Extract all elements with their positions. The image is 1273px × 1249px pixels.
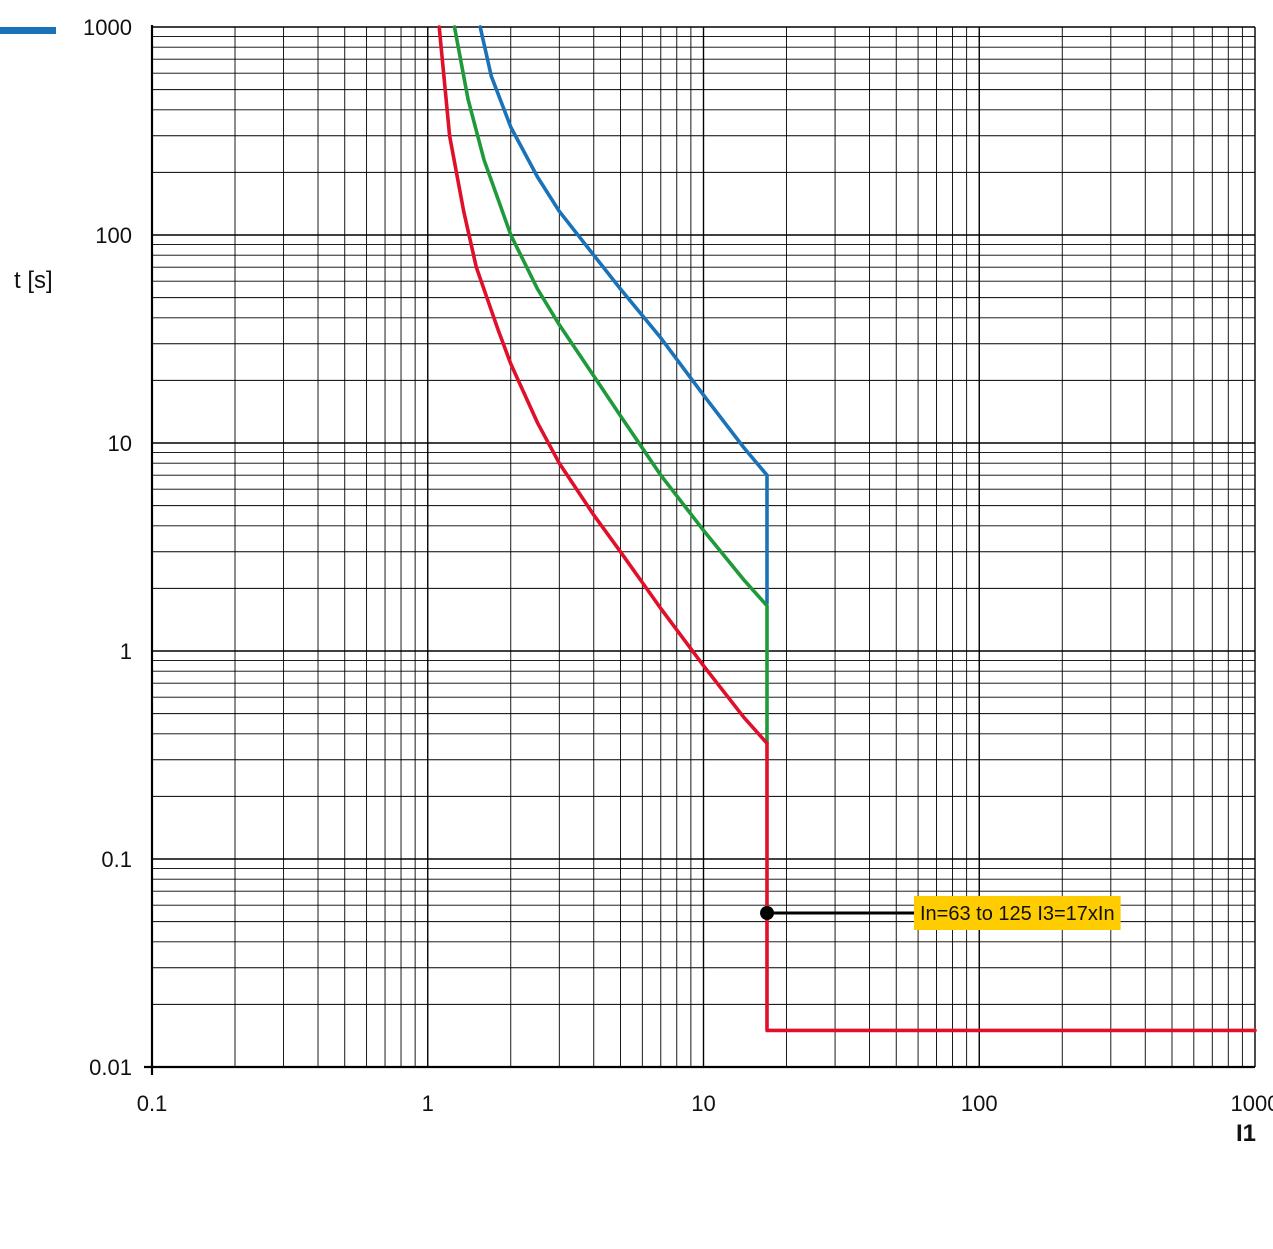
y-tick-label: 0.01 — [89, 1055, 132, 1080]
x-tick-label: 0.1 — [137, 1091, 168, 1116]
y-axis-title: t [s] — [14, 267, 53, 294]
series-line-2 — [437, 25, 1257, 1033]
annotation-layer: In=63 to 125 I3=17xIn — [760, 896, 1121, 931]
y-tick-label: 0.1 — [101, 847, 132, 872]
annotation-label: In=63 to 125 I3=17xIn — [920, 903, 1115, 925]
annotation-box — [914, 896, 1121, 931]
y-tick-label: 10 — [108, 431, 132, 456]
y-tick-label: 1 — [120, 639, 132, 664]
annotation-marker — [760, 906, 775, 921]
x-tick-label: 1000 — [1231, 1091, 1273, 1116]
y-tick-label: 1000 — [83, 15, 132, 40]
x-tick-label: 1 — [422, 1091, 434, 1116]
series-layer — [437, 25, 1257, 1033]
x-axis-title: I1 — [1236, 1120, 1256, 1147]
series-line-0 — [478, 25, 769, 605]
series-line-1 — [452, 25, 769, 746]
x-tick-label: 10 — [691, 1091, 715, 1116]
tick-labels: 0.1110100100010001001010.10.01 — [83, 15, 1273, 1116]
axes — [144, 25, 1255, 1075]
x-tick-label: 100 — [961, 1091, 998, 1116]
legend-swatch-blue — [0, 27, 56, 34]
y-tick-label: 100 — [95, 223, 132, 248]
